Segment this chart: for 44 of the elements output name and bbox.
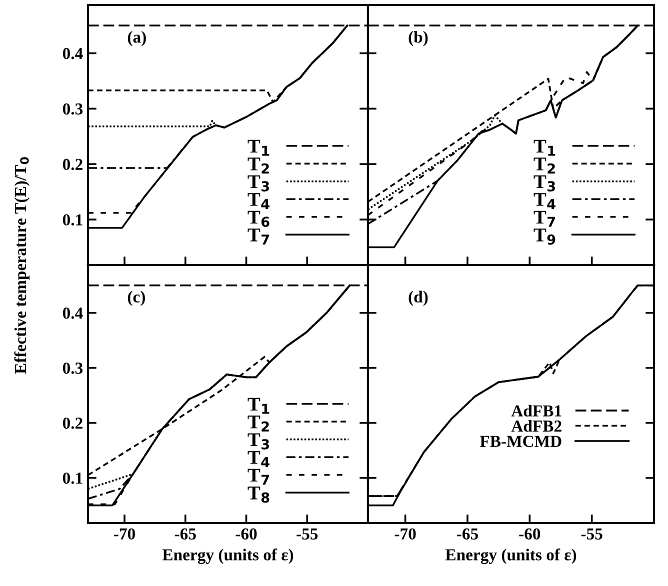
legend-label: T$_{1}$ xyxy=(248,398,270,414)
legend-label: T$_{7}$ xyxy=(248,228,269,245)
x-tick-label: -70 xyxy=(394,528,416,540)
legend-label: T$_{7}$ xyxy=(534,210,555,227)
y-tick-label: 0.2 xyxy=(62,418,82,429)
annotation: (d) xyxy=(408,290,428,306)
legend-label: T$_{3}$ xyxy=(534,175,555,192)
y-tick-label: 0.2 xyxy=(62,158,82,170)
x-axis-title: Energy (units of ε) xyxy=(445,548,576,564)
legend-label: T$_{7}$ xyxy=(248,468,269,485)
legend-label: T$_{3}$ xyxy=(248,175,269,192)
x-tick-label: -55 xyxy=(581,528,602,540)
legend-label: T$_{2}$ xyxy=(248,416,269,432)
y-tick-label: 0.4 xyxy=(62,48,83,60)
legend-label: AdFB1 xyxy=(511,404,562,417)
x-tick-label: -70 xyxy=(114,528,135,540)
legend-label: T$_{1}$ xyxy=(248,140,270,156)
legend-label: AdFB2 xyxy=(511,420,562,432)
legend-label: T$_{2}$ xyxy=(248,158,269,174)
legend-label: T$_{1}$ xyxy=(534,140,556,156)
y-axis-title: Effective temperature T(E)/T$_{0}$ xyxy=(14,157,30,374)
y-tick-label: 0.3 xyxy=(62,103,83,115)
y-tick-label: 0.3 xyxy=(62,362,83,374)
legend-label: T$_{3}$ xyxy=(248,433,269,450)
x-tick-label: -60 xyxy=(519,528,540,540)
y-tick-label: 0.1 xyxy=(62,214,82,226)
x-tick-label: -65 xyxy=(174,528,196,540)
x-axis-title: Energy (units of ε) xyxy=(162,548,294,564)
annotation: (c) xyxy=(128,290,145,306)
legend-label: T$_{6}$ xyxy=(248,210,270,227)
legend-label: T$_{8}$ xyxy=(248,486,270,503)
x-tick-label: -55 xyxy=(296,528,318,540)
y-tick-label: 0.1 xyxy=(62,472,82,484)
y-tick-label: 0.4 xyxy=(62,308,83,319)
legend-label: T$_{4}$ xyxy=(534,193,556,209)
x-tick-label: -60 xyxy=(236,528,257,540)
legend-label: T$_{4}$ xyxy=(248,451,270,467)
legend-label: T$_{9}$ xyxy=(534,228,556,245)
annotation: (b) xyxy=(408,31,428,46)
legend-label: FB-MCMD xyxy=(480,436,562,447)
x-tick-label: -65 xyxy=(456,528,478,540)
legend-label: T$_{4}$ xyxy=(248,193,270,209)
annotation: (a) xyxy=(128,31,146,46)
legend-label: T$_{2}$ xyxy=(534,158,555,174)
